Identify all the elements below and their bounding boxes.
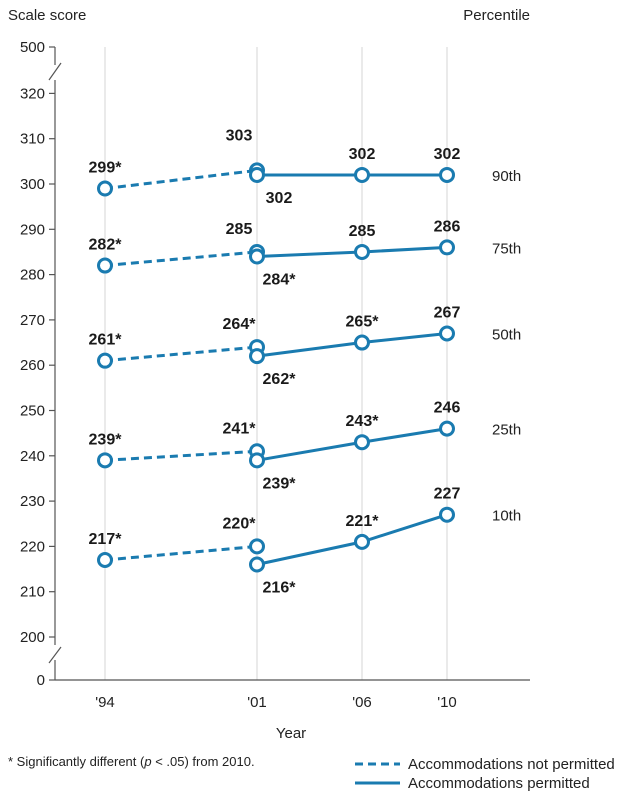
percentile-label: 25th bbox=[492, 422, 521, 439]
y-tick-label: 210 bbox=[20, 584, 45, 601]
data-point bbox=[249, 166, 265, 183]
series-line-permitted bbox=[256, 427, 448, 462]
data-point bbox=[249, 556, 265, 573]
data-label: 285 bbox=[226, 221, 253, 238]
percentile-label: 90th bbox=[492, 168, 521, 185]
y-tick-label: 320 bbox=[20, 85, 45, 102]
y-tick-label: 270 bbox=[20, 312, 45, 329]
axis-break-mark bbox=[48, 62, 62, 81]
series-points bbox=[97, 162, 455, 573]
data-label: 217* bbox=[89, 531, 123, 548]
data-label: 241* bbox=[223, 420, 257, 437]
series-line-not-permitted bbox=[104, 168, 258, 191]
data-label: 299* bbox=[89, 160, 123, 177]
series-line-not-permitted bbox=[104, 250, 258, 268]
y-tick-label: 230 bbox=[20, 493, 45, 510]
data-point bbox=[97, 452, 113, 469]
data-point bbox=[439, 166, 455, 183]
data-label: 284* bbox=[263, 271, 297, 288]
data-point bbox=[97, 180, 113, 197]
data-label: 221* bbox=[346, 513, 380, 530]
data-point bbox=[354, 166, 370, 183]
series-line-not-permitted bbox=[104, 544, 258, 562]
data-point bbox=[249, 452, 265, 469]
footnote: * Significantly different (p < .05) from… bbox=[8, 754, 255, 769]
y-tick-label: 240 bbox=[20, 448, 45, 465]
y-tick-label: 250 bbox=[20, 403, 45, 420]
y-tick-label: 300 bbox=[20, 176, 45, 193]
data-label: 243* bbox=[346, 413, 380, 430]
y-tick-label: 220 bbox=[20, 538, 45, 555]
data-point bbox=[354, 434, 370, 451]
series-line-permitted bbox=[256, 245, 448, 258]
data-label: 262* bbox=[263, 371, 297, 388]
data-label: 286 bbox=[434, 218, 461, 235]
data-label: 261* bbox=[89, 332, 123, 349]
data-point bbox=[249, 538, 265, 555]
percentile-axis-title: Percentile bbox=[463, 7, 530, 24]
x-tick-label: '01 bbox=[247, 694, 267, 711]
percentile-label: 75th bbox=[492, 240, 521, 257]
axis-break-mark bbox=[48, 646, 62, 664]
series-line-permitted bbox=[256, 331, 448, 358]
data-point bbox=[249, 348, 265, 365]
y-tick-label: 200 bbox=[20, 629, 45, 646]
y-tick-label: 280 bbox=[20, 267, 45, 284]
data-point bbox=[97, 257, 113, 274]
data-point bbox=[97, 551, 113, 568]
axes: 0 200 210 220 230 240 250 260 270 280 290 300 310 320… bbox=[20, 39, 530, 711]
data-point bbox=[439, 420, 455, 437]
x-tick-label: '10 bbox=[437, 694, 457, 711]
data-point bbox=[439, 506, 455, 523]
data-point bbox=[354, 533, 370, 550]
series-line-not-permitted bbox=[104, 449, 258, 462]
data-label: 285 bbox=[349, 223, 376, 240]
data-label: 246 bbox=[434, 400, 461, 417]
data-label: 264* bbox=[223, 316, 257, 333]
data-label: 239* bbox=[263, 475, 297, 492]
data-point bbox=[439, 325, 455, 342]
x-tick-label: '94 bbox=[95, 694, 115, 711]
data-label: 303 bbox=[226, 127, 253, 144]
series-lines bbox=[104, 168, 448, 566]
data-point bbox=[354, 243, 370, 260]
data-label: 302 bbox=[434, 146, 461, 163]
data-label: 220* bbox=[223, 515, 257, 532]
data-label: 216* bbox=[263, 580, 297, 597]
data-label: 302 bbox=[266, 190, 293, 207]
data-point bbox=[249, 248, 265, 265]
percentile-label: 10th bbox=[492, 508, 521, 525]
y-tick-label: 290 bbox=[20, 221, 45, 238]
data-labels: 299* 303 302 302 302 90th 282* 285 284* 285 286 75t… bbox=[89, 127, 522, 596]
series-line-not-permitted bbox=[104, 345, 258, 363]
legend: Accommodations not permitted Accommodati… bbox=[355, 756, 615, 792]
data-label: 302 bbox=[349, 146, 376, 163]
y-tick-label: 310 bbox=[20, 131, 45, 148]
x-axis-title: Year bbox=[276, 725, 306, 742]
legend-not-permitted-label: Accommodations not permitted bbox=[408, 756, 615, 773]
data-point bbox=[97, 352, 113, 369]
data-label: 239* bbox=[89, 431, 123, 448]
y-tick-label: 500 bbox=[20, 39, 45, 56]
data-label: 265* bbox=[346, 314, 380, 331]
y-tick-label: 260 bbox=[20, 357, 45, 374]
data-label: 267 bbox=[434, 304, 461, 321]
legend-permitted-label: Accommodations permitted bbox=[408, 775, 590, 792]
data-label: 227 bbox=[434, 486, 461, 503]
percentile-label: 50th bbox=[492, 326, 521, 343]
data-point bbox=[439, 239, 455, 256]
y-tick-label: 0 bbox=[37, 672, 45, 689]
data-label: 282* bbox=[89, 237, 123, 254]
x-tick-label: '06 bbox=[352, 694, 372, 711]
data-point bbox=[354, 334, 370, 351]
y-axis-title: Scale score bbox=[8, 7, 86, 24]
